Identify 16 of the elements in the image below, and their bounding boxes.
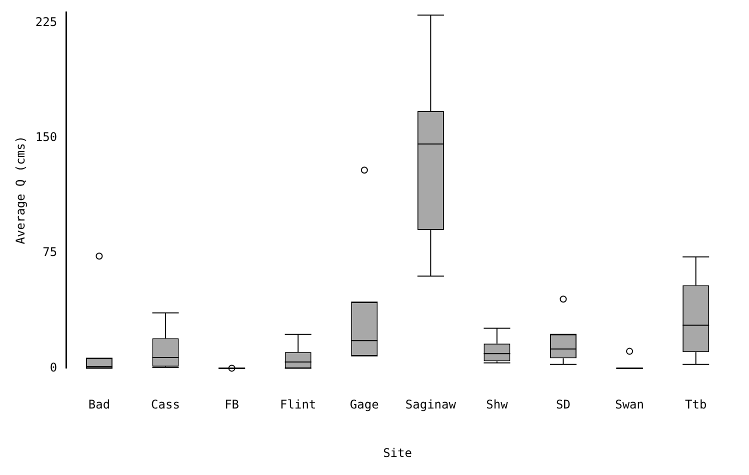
- y-tick-label: 75: [42, 245, 58, 260]
- y-tick-label: 0: [50, 360, 58, 374]
- x-tick-label: SD: [556, 398, 570, 412]
- y-tick-label: 150: [35, 130, 58, 144]
- x-axis-title: Site: [383, 446, 412, 460]
- x-tick-label: Saginaw: [405, 398, 457, 412]
- y-axis-title: Average Q (cms): [13, 136, 28, 244]
- x-tick-label: Cass: [151, 398, 180, 412]
- y-tick-label: 225: [35, 14, 58, 29]
- x-tick-label: Flint: [280, 398, 316, 412]
- x-tick-label: Bad: [88, 398, 110, 412]
- x-tick-label: FB: [224, 398, 240, 412]
- x-tick-label: Ttb: [685, 398, 707, 412]
- x-tick-label: Shw: [486, 398, 509, 412]
- x-tick-label: Gage: [350, 398, 379, 412]
- x-tick-label: Swan: [615, 398, 644, 412]
